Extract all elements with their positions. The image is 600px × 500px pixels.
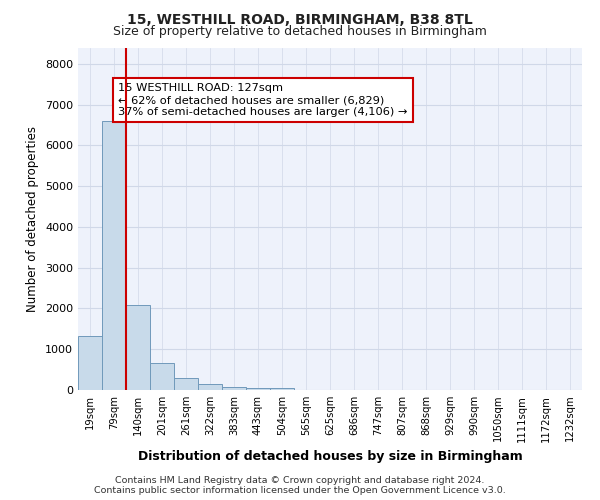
Y-axis label: Number of detached properties: Number of detached properties <box>26 126 40 312</box>
Text: 15, WESTHILL ROAD, BIRMINGHAM, B38 8TL: 15, WESTHILL ROAD, BIRMINGHAM, B38 8TL <box>127 12 473 26</box>
Text: 15 WESTHILL ROAD: 127sqm
← 62% of detached houses are smaller (6,829)
37% of sem: 15 WESTHILL ROAD: 127sqm ← 62% of detach… <box>118 84 407 116</box>
Text: Contains HM Land Registry data © Crown copyright and database right 2024.: Contains HM Land Registry data © Crown c… <box>115 476 485 485</box>
Bar <box>126 305 150 390</box>
X-axis label: Distribution of detached houses by size in Birmingham: Distribution of detached houses by size … <box>137 450 523 463</box>
Bar <box>246 388 270 390</box>
Text: Size of property relative to detached houses in Birmingham: Size of property relative to detached ho… <box>113 25 487 38</box>
Bar <box>270 388 294 390</box>
Bar <box>222 386 246 390</box>
Bar <box>102 121 126 390</box>
Bar <box>78 336 102 390</box>
Bar <box>198 384 222 390</box>
Text: Contains public sector information licensed under the Open Government Licence v3: Contains public sector information licen… <box>94 486 506 495</box>
Bar <box>150 363 174 390</box>
Bar <box>174 378 198 390</box>
